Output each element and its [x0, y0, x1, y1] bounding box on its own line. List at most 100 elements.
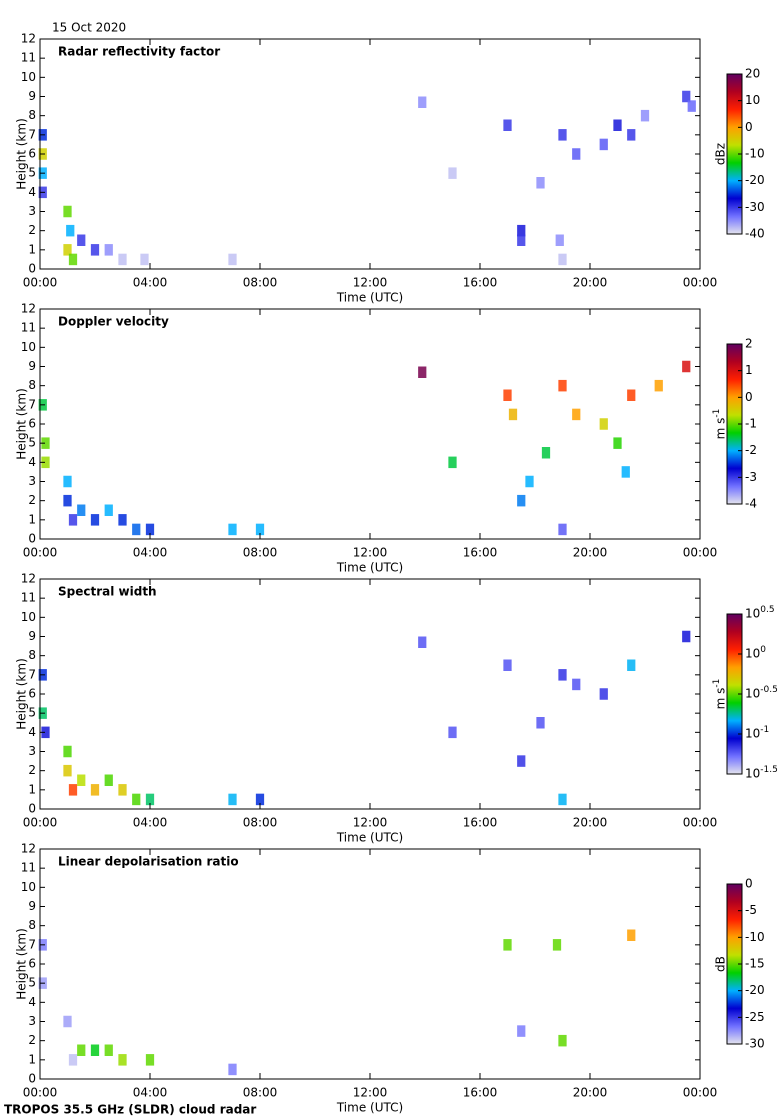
- radar-cell: [68, 253, 78, 266]
- y-tick-label: 2: [28, 1033, 36, 1047]
- y-axis-label: Height (km): [15, 118, 29, 189]
- y-tick-label: 9: [28, 899, 36, 913]
- radar-cell: [687, 100, 696, 112]
- radar-cell: [503, 939, 512, 951]
- y-tick-label: 3: [28, 1014, 36, 1028]
- x-tick-label: 08:00: [243, 276, 278, 290]
- y-tick-label: 3: [28, 744, 36, 758]
- y-tick-label: 0: [28, 262, 36, 276]
- x-tick-label: 20:00: [573, 1086, 608, 1100]
- radar-cell: [228, 1063, 237, 1076]
- x-tick-label: 20:00: [573, 816, 608, 830]
- x-tick-label: 00:00: [23, 816, 58, 830]
- y-tick-label: 5: [28, 706, 36, 720]
- radar-cell: [228, 793, 237, 806]
- radar-cell: [558, 793, 567, 806]
- x-tick-label: 20:00: [573, 546, 608, 560]
- radar-cell: [255, 793, 265, 806]
- radar-cell: [682, 360, 691, 373]
- radar-cell: [90, 784, 100, 796]
- radar-cell: [90, 1044, 100, 1056]
- y-tick-label: 11: [21, 861, 36, 875]
- colorbar-label-exponent: -1: [712, 679, 722, 688]
- radar-cell: [118, 253, 127, 266]
- y-tick-label: 2: [28, 493, 36, 507]
- y-tick-label: 2: [28, 223, 36, 237]
- colorbar-tick-label: 1: [745, 363, 753, 377]
- radar-cell: [627, 129, 636, 141]
- colorbar-tick-label: 0: [745, 120, 753, 134]
- x-axis-label: Time (UTC): [336, 291, 403, 305]
- y-axis-label: Height (km): [15, 928, 29, 999]
- y-tick-label: 1: [28, 242, 36, 256]
- panel-title: Doppler velocity: [58, 315, 169, 329]
- x-tick-label: 00:00: [23, 276, 58, 290]
- radar-cell: [682, 630, 691, 643]
- x-tick-label: 04:00: [133, 546, 168, 560]
- radar-cell: [599, 138, 608, 151]
- radar-cell: [558, 1034, 567, 1047]
- radar-cell: [654, 379, 663, 392]
- colorbar-label: dB: [714, 956, 728, 972]
- radar-cell: [228, 523, 237, 536]
- radar-cell: [77, 504, 86, 516]
- x-axis-label: Time (UTC): [336, 1101, 403, 1115]
- radar-cell: [41, 437, 50, 449]
- radar-cell: [104, 774, 113, 786]
- radar-cell: [118, 1054, 127, 1066]
- colorbar-tick-exponent: -1: [760, 724, 769, 734]
- colorbar-label-exponent: -1: [712, 409, 722, 418]
- radar-cell: [145, 1054, 155, 1066]
- radar-cell: [418, 96, 427, 108]
- y-tick-label: 11: [21, 51, 36, 65]
- colorbar-tick-label: 0: [745, 390, 753, 404]
- x-tick-label: 04:00: [133, 1086, 168, 1100]
- colorbar-tick-label: 10-0.5: [745, 685, 778, 701]
- x-tick-label: 12:00: [353, 816, 388, 830]
- radar-cell: [613, 119, 622, 131]
- radar-cell: [66, 224, 75, 237]
- radar-cell: [418, 636, 427, 648]
- colorbar-tick-label: -5: [745, 903, 757, 917]
- y-tick-label: 7: [28, 127, 36, 141]
- y-axis-label: Height (km): [15, 388, 29, 459]
- y-axis-label: Height (km): [15, 658, 29, 729]
- radar-cell: [132, 523, 141, 536]
- radar-cell: [627, 929, 636, 941]
- radar-cell: [555, 234, 564, 246]
- colorbar-tick-label: -4: [745, 497, 757, 511]
- colorbar-tick-label: -15: [745, 957, 765, 971]
- colorbar-tick-label: -25: [745, 1010, 765, 1024]
- radar-cell: [448, 456, 457, 469]
- radar-cell: [558, 379, 567, 392]
- x-tick-label: 04:00: [133, 276, 168, 290]
- colorbar-label: dBz: [714, 143, 728, 165]
- x-axis-label: Time (UTC): [336, 831, 403, 845]
- x-tick-label: 00:00: [683, 816, 718, 830]
- y-tick-label: 12: [21, 302, 36, 316]
- colorbar-tick-label: -20: [745, 983, 765, 997]
- radar-cell: [132, 793, 141, 806]
- colorbar-tick-label: 0: [745, 877, 753, 891]
- plot-frame: [39, 848, 701, 1080]
- radar-cell: [517, 234, 526, 246]
- x-tick-label: 00:00: [23, 546, 58, 560]
- radar-cell: [558, 523, 567, 536]
- radar-cell: [517, 1025, 526, 1037]
- y-tick-label: 4: [28, 185, 36, 199]
- footer: TROPOS 35.5 GHz (SLDR) cloud radar: [4, 1103, 256, 1117]
- x-tick-label: 16:00: [463, 816, 498, 830]
- colorbar-tick-label: -2: [745, 443, 757, 457]
- radar-cell: [77, 1044, 86, 1056]
- x-tick-label: 00:00: [683, 276, 718, 290]
- radar-cell: [640, 109, 650, 122]
- radar-cell: [118, 784, 127, 796]
- colorbar-tick-exponent: 0.5: [760, 605, 774, 615]
- x-tick-label: 00:00: [23, 1086, 58, 1100]
- y-tick-label: 10: [21, 340, 36, 354]
- y-tick-label: 6: [28, 147, 36, 161]
- y-tick-label: 8: [28, 918, 36, 932]
- radar-cell: [90, 244, 100, 256]
- radar-cell: [68, 1054, 78, 1066]
